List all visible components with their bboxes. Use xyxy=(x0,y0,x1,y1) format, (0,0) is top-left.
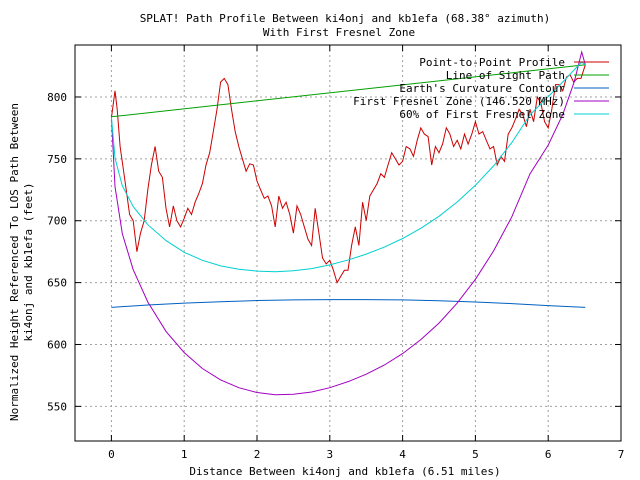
series-line-point-to-point-profile xyxy=(110,64,586,284)
y-tick-label: 650 xyxy=(47,277,67,290)
y-axis-label-line-2: ki4onj and kb1efa (feet) xyxy=(22,183,35,342)
x-tick-label: 3 xyxy=(326,448,333,461)
y-axis-label-line-1: Normalized Height Referenced To LOS Path… xyxy=(8,103,21,421)
plot-frame xyxy=(74,44,622,442)
legend-label: Line of Sight Path xyxy=(446,69,565,82)
series-line-first-fresnel-zone-146-520-mhz xyxy=(110,49,586,396)
chart-title-line-1: SPLAT! Path Profile Between ki4onj and k… xyxy=(140,12,551,25)
y-tick-label: 750 xyxy=(47,153,67,166)
chart-title-line-2: With First Fresnel Zone xyxy=(263,26,415,39)
series-layer xyxy=(110,49,586,396)
x-tick-label: 2 xyxy=(254,448,261,461)
x-tick-label: 5 xyxy=(472,448,479,461)
legend-label: 60% of First Fresnel Zone xyxy=(399,108,565,121)
series-line-earth-s-curvature-contour xyxy=(111,299,586,308)
legend-label: First Fresnel Zone (146.520 MHz) xyxy=(353,95,565,108)
y-tick-label: 600 xyxy=(47,338,67,351)
legend-label: Earth's Curvature Contour xyxy=(399,82,565,95)
y-tick-label: 800 xyxy=(47,91,67,104)
x-tick-label: 1 xyxy=(181,448,188,461)
y-tick-label: 550 xyxy=(47,400,67,413)
tick-layer: 0 1 2 3 4 5 6 7 550 600 650 700 750 800 xyxy=(47,45,624,461)
x-tick-label: 0 xyxy=(108,448,115,461)
legend-label: Point-to-Point Profile xyxy=(419,56,565,69)
x-tick-label: 6 xyxy=(545,448,552,461)
series-line-60-of-first-fresnel-zone xyxy=(110,61,586,273)
x-tick-label: 7 xyxy=(618,448,625,461)
y-tick-label: 700 xyxy=(47,215,67,228)
x-tick-label: 4 xyxy=(399,448,406,461)
x-axis-label: Distance Between ki4onj and kb1efa (6.51… xyxy=(189,465,500,478)
series-line-line-of-sight-path xyxy=(111,64,586,118)
